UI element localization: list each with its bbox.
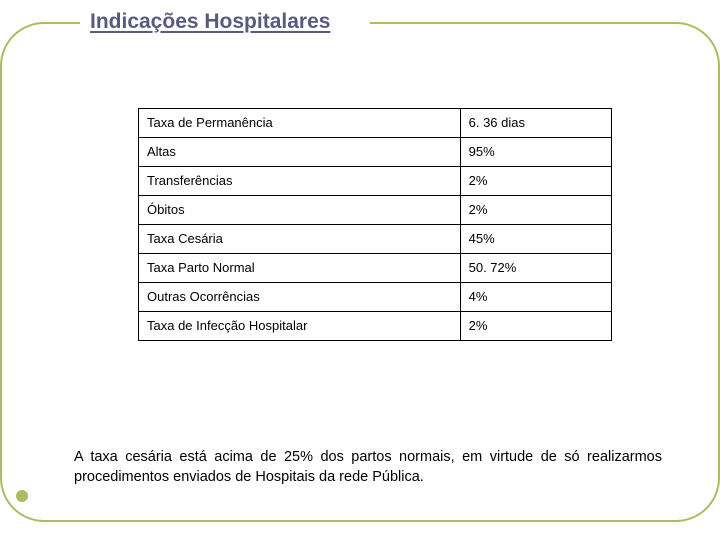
page-title: Indicações Hospitalares — [90, 10, 330, 34]
value-cell: 2% — [460, 196, 611, 225]
metric-cell: Óbitos — [139, 196, 461, 225]
value-cell: 6. 36 dias — [460, 109, 611, 138]
table-row: Taxa de Infecção Hospitalar 2% — [139, 312, 612, 341]
indicators-table-container: Taxa de Permanência 6. 36 dias Altas 95%… — [138, 108, 612, 341]
value-cell: 4% — [460, 283, 611, 312]
indicators-table: Taxa de Permanência 6. 36 dias Altas 95%… — [138, 108, 612, 341]
accent-dot-icon — [16, 490, 28, 502]
metric-cell: Transferências — [139, 167, 461, 196]
table-row: Taxa Cesária 45% — [139, 225, 612, 254]
metric-cell: Taxa de Permanência — [139, 109, 461, 138]
table-row: Outras Ocorrências 4% — [139, 283, 612, 312]
value-cell: 2% — [460, 312, 611, 341]
metric-cell: Taxa Parto Normal — [139, 254, 461, 283]
table-row: Taxa Parto Normal 50. 72% — [139, 254, 612, 283]
table-row: Taxa de Permanência 6. 36 dias — [139, 109, 612, 138]
value-cell: 2% — [460, 167, 611, 196]
table-row: Altas 95% — [139, 138, 612, 167]
value-cell: 45% — [460, 225, 611, 254]
table-row: Óbitos 2% — [139, 196, 612, 225]
metric-cell: Altas — [139, 138, 461, 167]
value-cell: 95% — [460, 138, 611, 167]
footnote-text: A taxa cesária está acima de 25% dos par… — [74, 448, 662, 487]
value-cell: 50. 72% — [460, 254, 611, 283]
metric-cell: Taxa de Infecção Hospitalar — [139, 312, 461, 341]
metric-cell: Taxa Cesária — [139, 225, 461, 254]
table-row: Transferências 2% — [139, 167, 612, 196]
metric-cell: Outras Ocorrências — [139, 283, 461, 312]
